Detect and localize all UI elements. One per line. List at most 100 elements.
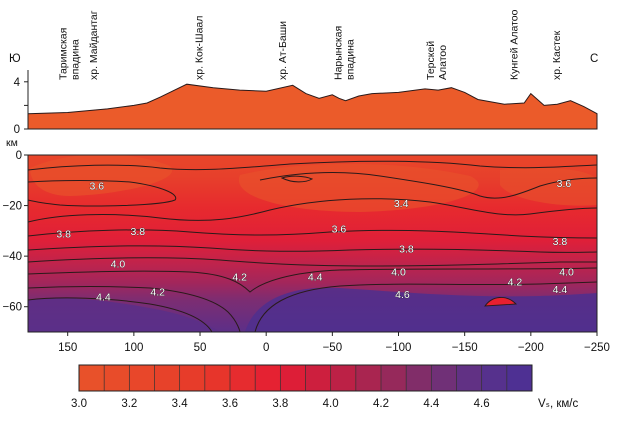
site-label-line: Терскей [425, 41, 437, 80]
colorbar-cells [79, 365, 533, 391]
colorbar-tick-label: 4.6 [474, 398, 490, 410]
colorbar-cell [154, 365, 181, 391]
low-velocity-zone-south [30, 155, 173, 196]
site-label: хр. Кок-Шаал [194, 16, 206, 80]
contour-line [28, 180, 177, 207]
low-velocity-zone-north [500, 167, 597, 206]
low-velocity-lens [484, 297, 518, 307]
site-label: хр. Ат-Баши [277, 21, 289, 80]
direction-label-right: С [590, 53, 598, 65]
direction-label-left: Ю [9, 53, 21, 65]
contour-label: 4.4 [308, 271, 323, 283]
colorbar-tick-label: 3.2 [121, 398, 137, 410]
colorbar-cell [355, 365, 382, 391]
contour-line [28, 229, 597, 239]
colorbar-tick-label: 3.8 [272, 398, 288, 410]
colorbar-cell [506, 365, 533, 391]
topography-panel: 04 Ю С км Таримская впадина хр. Майдантаг х… [6, 9, 598, 149]
distance-tick-label: −50 [323, 342, 343, 354]
contour-line [28, 297, 213, 332]
site-label: хр. Кастек [551, 30, 563, 80]
colorbar-tick-labels: 3.0 3.2 3.4 3.6 3.8 4.0 4.2 4.4 4.6 [71, 398, 490, 410]
contour-label: 4.4 [553, 284, 568, 296]
distance-tick-label: 50 [194, 342, 207, 354]
contour-label: 3.4 [394, 198, 409, 210]
distance-x-ticks: 150 100 50 0 −50 −100 −150 −200 −250 [58, 332, 610, 354]
contour-line [28, 160, 597, 171]
contour-line [28, 286, 241, 332]
contour-label: 4.6 [395, 289, 410, 301]
depth-tick-label: −20 [2, 201, 22, 213]
site-label: Кунгей Алатоо [509, 9, 521, 80]
contour-value-labels: 3.6 3.8 3.8 4.0 4.4 4.2 4.2 4.4 3.6 4.0 3.4 3.8 4.6 4… [56, 178, 574, 304]
colorbar-cell [305, 365, 332, 391]
colorbar-tick-label: 3.6 [222, 398, 238, 410]
velocity-colorbar: 3.0 3.2 3.4 3.6 3.8 4.0 4.2 4.4 4.6 Vₛ, км/с [71, 364, 578, 410]
contour-label: 3.8 [553, 236, 568, 248]
colorbar-cell [481, 365, 508, 391]
high-velocity-body-south [28, 298, 220, 332]
colorbar-cell [230, 365, 256, 391]
colorbar-cell [381, 365, 407, 391]
distance-tick-label: 150 [58, 342, 77, 354]
contour-label: 4.2 [150, 287, 165, 299]
site-label-line: Алатоо [437, 45, 449, 80]
colorbar-cell [129, 365, 155, 391]
contour-label: 4.0 [391, 266, 406, 278]
depth-tick-label: −60 [2, 302, 22, 314]
colorbar-tick-label: 4.4 [423, 398, 440, 410]
colorbar-frame [78, 364, 533, 392]
topography-y-tick-label: 0 [14, 124, 20, 136]
topography-y-ticks: 04 [14, 77, 28, 136]
colorbar-tick-label: 4.2 [373, 398, 389, 410]
contour-label: 3.8 [399, 244, 414, 256]
colorbar-cell [456, 365, 483, 391]
site-label: хр. Майдантаг [88, 10, 100, 80]
colorbar-cell [431, 365, 457, 391]
contour-line [28, 198, 597, 223]
distance-tick-label: 0 [263, 342, 269, 354]
site-labels: Таримская впадина хр. Майдантаг хр. Кок-Шаа… [57, 9, 563, 80]
topography-profile [27, 83, 598, 130]
contour-label: 4.4 [96, 292, 111, 304]
contour-line [28, 245, 597, 253]
contour-line [280, 175, 314, 183]
site-label-line: хр. Ат-Баши [277, 21, 289, 80]
contour-label: 3.6 [557, 178, 572, 190]
distance-tick-label: 100 [124, 342, 143, 354]
contour-line [28, 267, 597, 293]
contour-label: 4.0 [559, 266, 574, 278]
colorbar-unit-label: Vₛ, км/с [538, 398, 578, 410]
contour-line [28, 257, 597, 267]
site-label-line: впадина [69, 39, 81, 80]
contour-label: 3.8 [56, 228, 71, 240]
site-label-line: хр. Кастек [551, 30, 563, 80]
section-frame [27, 154, 598, 333]
colorbar-cell [280, 365, 306, 391]
site-label: Таримская впадина [57, 28, 81, 80]
colorbar-tick-label: 3.4 [172, 398, 189, 410]
colorbar-tick-label: 3.0 [71, 398, 87, 410]
contour-line [259, 172, 597, 199]
depth-tick-label: 0 [16, 150, 22, 162]
colorbar-cell [179, 365, 206, 391]
colorbar-cell [79, 365, 105, 391]
site-label-line: хр. Кок-Шаал [194, 16, 206, 80]
colorbar-cell [104, 365, 130, 391]
colorbar-cell [204, 365, 231, 391]
contour-lines [28, 160, 597, 332]
topography-unit-label: км [6, 137, 18, 149]
distance-tick-label: −150 [452, 342, 478, 354]
colorbar-cell [255, 365, 281, 391]
site-label-line: Нарынская [333, 26, 345, 80]
section-y-ticks: 0 −20 −40 −60 [2, 150, 28, 314]
site-label: Нарынская впадина [333, 26, 357, 80]
contour-label: 3.6 [90, 180, 105, 192]
contour-label: 4.0 [111, 259, 126, 271]
velocity-section-panel: 3.6 3.8 3.8 4.0 4.4 4.2 4.2 4.4 3.6 4.0 3.4 3.8 4.6 4… [2, 150, 609, 354]
site-label-line: Таримская [57, 28, 69, 80]
site-label-line: впадина [345, 39, 357, 80]
colorbar-cell [330, 365, 357, 391]
site-label-line: хр. Майдантаг [88, 10, 100, 80]
